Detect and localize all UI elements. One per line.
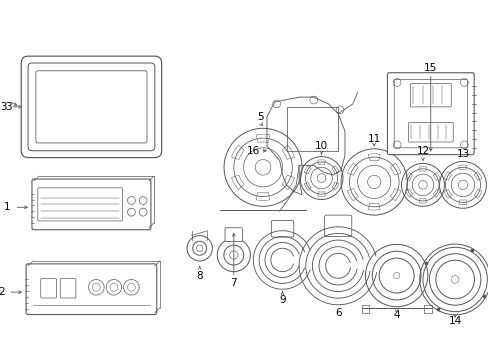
FancyBboxPatch shape: [36, 71, 147, 143]
Bar: [361, 305, 368, 313]
Text: 14: 14: [447, 316, 461, 327]
Text: 3: 3: [0, 102, 7, 112]
Text: 2: 2: [0, 287, 5, 297]
Text: 11: 11: [367, 134, 380, 144]
FancyBboxPatch shape: [324, 215, 351, 237]
Text: 5: 5: [256, 112, 263, 122]
Text: 6: 6: [334, 307, 341, 318]
FancyBboxPatch shape: [21, 56, 162, 158]
Text: 7: 7: [230, 278, 237, 288]
FancyBboxPatch shape: [271, 220, 293, 237]
FancyBboxPatch shape: [26, 264, 157, 315]
Bar: [423, 305, 431, 313]
Text: 1: 1: [4, 202, 10, 212]
FancyBboxPatch shape: [386, 73, 473, 155]
Text: 3: 3: [5, 102, 12, 112]
Text: 9: 9: [279, 295, 285, 305]
Circle shape: [450, 276, 458, 283]
Text: 12: 12: [415, 146, 429, 156]
Circle shape: [393, 273, 399, 279]
Text: 4: 4: [392, 310, 399, 320]
Text: 10: 10: [314, 141, 327, 151]
FancyBboxPatch shape: [224, 228, 242, 242]
Text: 16: 16: [246, 146, 260, 156]
Text: 8: 8: [196, 271, 203, 280]
FancyBboxPatch shape: [32, 179, 151, 230]
Text: 15: 15: [423, 63, 436, 73]
Text: 13: 13: [455, 149, 468, 159]
